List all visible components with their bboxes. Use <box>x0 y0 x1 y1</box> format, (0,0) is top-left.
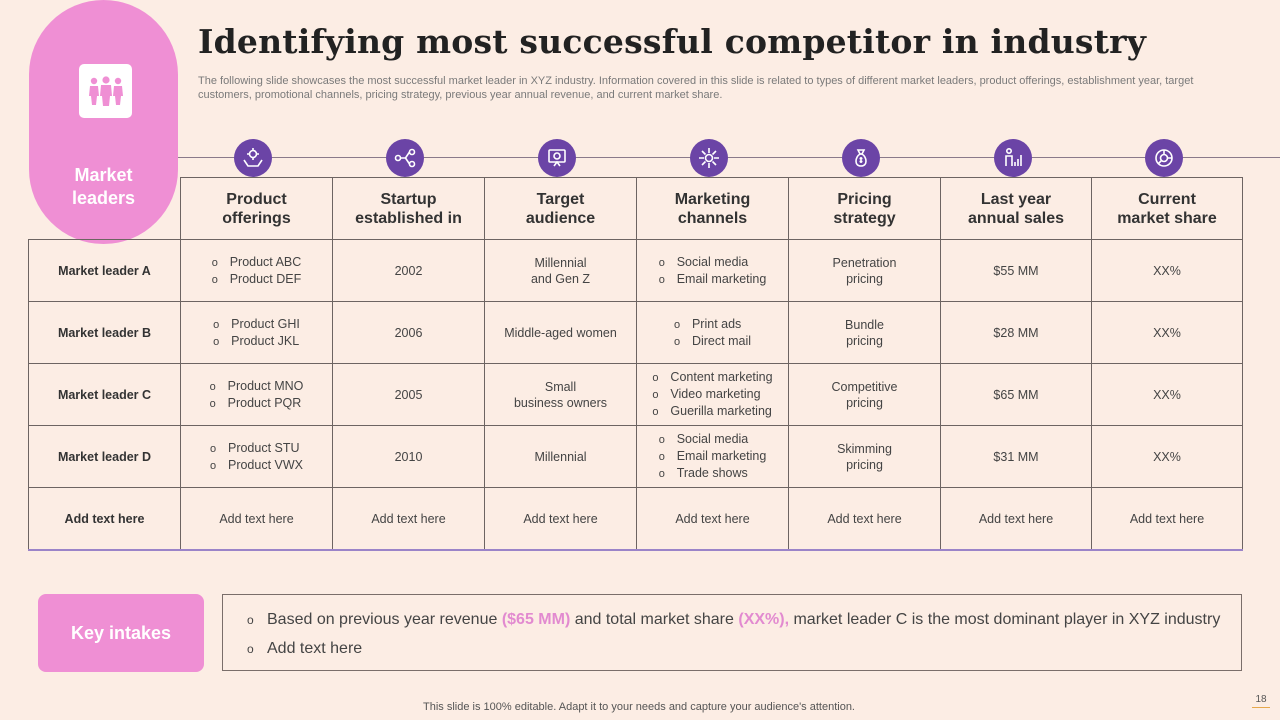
products-cell: Product GHIProduct JKL <box>180 301 333 364</box>
page-number: 18 <box>1252 694 1270 708</box>
team-icon-tile <box>79 64 132 118</box>
placeholder-cell: Add text here <box>484 487 637 551</box>
table-corner-cell <box>28 177 181 240</box>
key-intakes-label: Key intakes <box>38 594 204 672</box>
audience-cell: Millennial and Gen Z <box>484 239 637 302</box>
column-header: Startup established in <box>332 177 485 240</box>
established-cell: 2010 <box>332 425 485 488</box>
hand-gear-icon <box>243 148 263 167</box>
channels-cell: Print adsDirect mail <box>636 301 789 364</box>
sales-cell: $28 MM <box>940 301 1092 364</box>
share-cell: XX% <box>1091 301 1243 364</box>
bullet-icon: o <box>247 613 254 627</box>
marketing-channels-icon-circle <box>690 139 728 177</box>
table-row: Market leader A Product ABCProduct DEF 2… <box>28 239 1243 302</box>
key-intake-point: o Based on previous year revenue ($65 MM)… <box>247 611 1221 628</box>
table-row: Market leader C Product MNOProduct PQR 2… <box>28 363 1243 426</box>
row-label: Market leader A <box>28 239 181 302</box>
row-label: Market leader D <box>28 425 181 488</box>
target-audience-icon <box>548 149 566 167</box>
established-cell: 2006 <box>332 301 485 364</box>
placeholder-cell: Add text here <box>788 487 941 551</box>
sales-cell: $55 MM <box>940 239 1092 302</box>
audience-cell: Small business owners <box>484 363 637 426</box>
bullet-icon: o <box>247 642 254 656</box>
row-label: Add text here <box>28 487 181 551</box>
startup-flow-icon <box>394 148 416 168</box>
table-header-row: Product offerings Startup established in T… <box>28 177 1243 240</box>
market-share-icon <box>1155 149 1173 167</box>
placeholder-cell: Add text here <box>332 487 485 551</box>
marketing-network-icon <box>699 148 719 168</box>
share-cell: XX% <box>1091 425 1243 488</box>
share-highlight: (XX%), <box>738 611 790 628</box>
share-cell: XX% <box>1091 363 1243 426</box>
share-cell: XX% <box>1091 239 1243 302</box>
pricing-cell: Bundle pricing <box>788 301 941 364</box>
products-cell: Product MNOProduct PQR <box>180 363 333 426</box>
placeholder-cell: Add text here <box>1091 487 1243 551</box>
market-share-icon-circle <box>1145 139 1183 177</box>
sales-cell: $31 MM <box>940 425 1092 488</box>
channels-cell: Social mediaEmail marketing <box>636 239 789 302</box>
channels-cell: Social mediaEmail marketingTrade shows <box>636 425 789 488</box>
startup-icon-circle <box>386 139 424 177</box>
pricing-strategy-icon-circle <box>842 139 880 177</box>
column-header: Current market share <box>1091 177 1243 240</box>
revenue-highlight: ($65 MM) <box>501 611 571 628</box>
team-icon <box>88 76 123 106</box>
key-intake-point: o Add text here <box>247 640 363 657</box>
placeholder-cell: Add text here <box>636 487 789 551</box>
sales-chart-icon <box>1005 147 1022 166</box>
annual-sales-icon-circle <box>994 139 1032 177</box>
table-row: Market leader D Product STUProduct VWX 2… <box>28 425 1243 488</box>
table-row: Market leader B Product GHIProduct JKL 2… <box>28 301 1243 364</box>
audience-cell: Millennial <box>484 425 637 488</box>
row-label: Market leader B <box>28 301 181 364</box>
page-subtitle: The following slide showcases the most s… <box>198 75 1194 101</box>
column-header: Product offerings <box>180 177 333 240</box>
page-title: Identifying most successful competitor i… <box>198 22 1147 61</box>
established-cell: 2002 <box>332 239 485 302</box>
products-cell: Product STUProduct VWX <box>180 425 333 488</box>
column-header: Last year annual sales <box>940 177 1092 240</box>
pricing-cell: Competitive pricing <box>788 363 941 426</box>
column-header: Marketing channels <box>636 177 789 240</box>
table-row-add-text: Add text here Add text here Add text her… <box>28 487 1243 551</box>
icon-connector-line <box>178 157 1280 158</box>
footer-note: This slide is 100% editable. Adapt it to… <box>423 701 855 713</box>
key-intakes-box: o Based on previous year revenue ($65 MM)… <box>222 594 1242 671</box>
sales-cell: $65 MM <box>940 363 1092 426</box>
placeholder-cell: Add text here <box>940 487 1092 551</box>
market-leaders-table: Product offerings Startup established in T… <box>28 177 1243 551</box>
pricing-cell: Penetration pricing <box>788 239 941 302</box>
channels-cell: Content marketingVideo marketingGuerilla… <box>636 363 789 426</box>
established-cell: 2005 <box>332 363 485 426</box>
audience-cell: Middle-aged women <box>484 301 637 364</box>
column-header: Target audience <box>484 177 637 240</box>
money-bag-icon <box>855 149 867 167</box>
pricing-cell: Skimming pricing <box>788 425 941 488</box>
placeholder-cell: Add text here <box>180 487 333 551</box>
column-header: Pricing strategy <box>788 177 941 240</box>
product-offerings-icon-circle <box>234 139 272 177</box>
products-cell: Product ABCProduct DEF <box>180 239 333 302</box>
target-audience-icon-circle <box>538 139 576 177</box>
row-label: Market leader C <box>28 363 181 426</box>
